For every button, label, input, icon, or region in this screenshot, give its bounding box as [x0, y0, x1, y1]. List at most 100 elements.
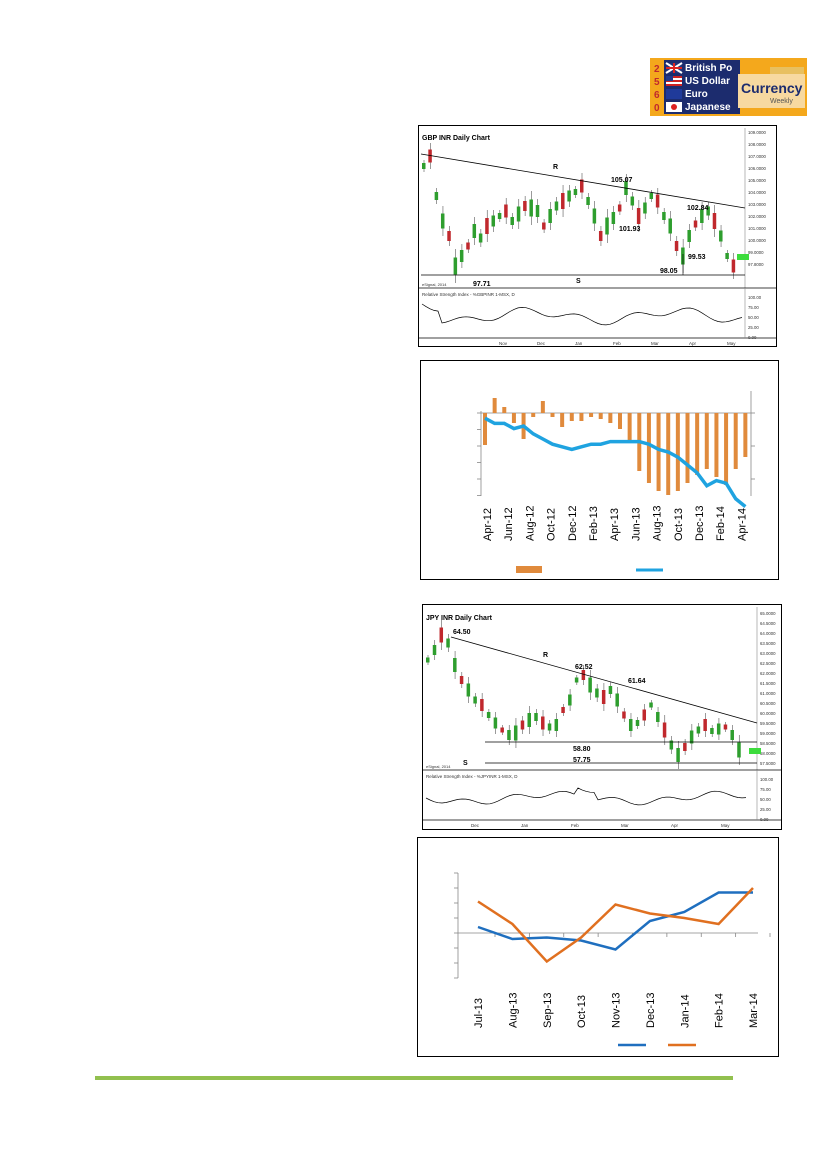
jpy-source: eSignal, 2014: [426, 764, 451, 769]
jpy-price-tick: 61.0000: [760, 691, 776, 696]
jpy-rsi-tick: 50.00: [760, 797, 771, 802]
footer-rule: [95, 1076, 733, 1080]
jpy-candle: [642, 709, 647, 721]
logo-digit: 6: [654, 90, 660, 101]
gbp-candle: [535, 205, 540, 217]
gbp-month-label: Apr: [689, 341, 697, 346]
bar: [646, 413, 651, 483]
line-x-label: Sep-13: [542, 993, 554, 1028]
bar: [733, 413, 738, 469]
jpy-month-label: Feb: [571, 823, 579, 828]
line-x-label: Jan-14: [679, 994, 691, 1028]
gbp-candle: [529, 199, 533, 217]
gbp-month-label: May: [727, 341, 736, 346]
bar-line-chart: Apr-12 Jun-12 Aug-12 Oct-12 Dec-12 Feb-13 Apr-…: [420, 360, 779, 580]
jpy-candle: [554, 719, 559, 731]
gbp-candle: [453, 257, 458, 275]
gbp-candle: [649, 193, 654, 199]
jpy-candle: [520, 720, 525, 730]
logo-row: US Dollar: [685, 76, 730, 87]
logo-sub: Weekly: [770, 98, 793, 105]
bar-x-label: Dec-13: [694, 506, 706, 541]
jpy-inr-chart: 65.0000 64.5000 64.0000 63.5000 63.0000 62.50…: [422, 604, 782, 830]
jpy-month-label: May: [721, 823, 730, 828]
gbp-candle: [561, 193, 565, 209]
gbp-title: GBP INR Daily Chart: [422, 135, 491, 142]
jpy-candle: [628, 719, 633, 731]
jpy-candle: [459, 676, 464, 684]
bar: [627, 413, 632, 441]
gbp-rsi-label: Relative Strength Index - %GBPINR 1-MSX,…: [422, 292, 516, 297]
bar-x-label: Apr-12: [482, 508, 494, 541]
bar: [675, 413, 680, 491]
jpy-candle: [696, 726, 701, 734]
bar: [483, 413, 487, 445]
gbp-candle: [542, 222, 546, 230]
bar: [540, 401, 545, 413]
jpy-candle: [737, 742, 741, 758]
gbp-candle: [643, 202, 647, 214]
gbp-month-label: Feb: [613, 341, 621, 346]
gbp-annot: 102.84: [687, 205, 709, 212]
gbp-annot: 105.07: [611, 177, 633, 184]
gbp-candle: [497, 213, 502, 219]
gbp-price-tick: 97.8000: [748, 262, 764, 267]
jpy-annot: 62.52: [575, 664, 593, 671]
jpy-title: JPY INR Daily Chart: [426, 615, 493, 622]
jpy-price-tick: 63.0000: [760, 651, 776, 656]
gbp-chart-svg: 109.0000 108.0000 107.0000 106.0000 105.0000…: [419, 126, 776, 346]
jpy-annot: 58.80: [573, 746, 591, 753]
jpy-price-tick: 61.5000: [760, 681, 776, 686]
gbp-candle: [434, 192, 439, 200]
line-x-label: Nov-13: [611, 993, 623, 1028]
jpy-candle: [656, 712, 660, 722]
jpy-candle: [527, 713, 531, 727]
jpy-candle: [574, 677, 579, 683]
jpy-price-tick: 63.5000: [760, 641, 776, 646]
gbp-candle: [687, 230, 691, 242]
gbp-price-tick: 103.0000: [748, 202, 767, 207]
jpy-candle: [588, 677, 592, 693]
gbp-candle: [706, 206, 710, 216]
gbp-candle: [630, 196, 635, 206]
gbp-price-tick: 101.0000: [748, 226, 767, 231]
logo-row: Japanese: [685, 102, 731, 113]
gbp-candle: [725, 253, 729, 259]
bar: [704, 413, 709, 469]
jpy-candle: [669, 740, 674, 750]
gbp-candle: [636, 208, 641, 224]
bar-x-label: Feb-14: [715, 506, 727, 541]
gbp-candle: [440, 213, 445, 229]
gbp-candle: [523, 201, 527, 211]
line-x-label: Feb-14: [714, 993, 726, 1028]
bar: [695, 413, 700, 475]
gbp-candle: [422, 163, 426, 169]
jpy-price-tick: 62.5000: [760, 661, 776, 666]
jpy-candle: [635, 720, 640, 726]
jpy-candle: [541, 716, 545, 730]
gbp-month-label: Nov: [499, 341, 508, 346]
jpy-candle: [703, 719, 707, 731]
jpy-price-tick: 58.5000: [760, 741, 776, 746]
jpy-candle: [683, 743, 687, 751]
two-series-line-chart: Jul-13 Aug-13 Sep-13 Oct-13 Nov-13 Dec-13 Jan-…: [417, 837, 779, 1057]
gbp-month-label: Mar: [651, 341, 659, 346]
gbp-candle: [567, 190, 571, 202]
bar-x-label: Jun-12: [503, 507, 515, 541]
gbp-rsi-tick: 0.00: [748, 335, 757, 340]
jpy-s-label: S: [463, 760, 468, 767]
bar: [714, 413, 719, 477]
jpy-month-label: Mar: [621, 823, 629, 828]
logo-digit: 0: [654, 103, 660, 114]
gbp-candle: [573, 189, 578, 195]
gbp-candle: [459, 250, 464, 262]
logo-brand: Currency: [741, 80, 803, 96]
line-x-label: Oct-13: [576, 995, 588, 1028]
gbp-candle: [712, 213, 717, 229]
bar-x-label: Aug-13: [652, 506, 664, 541]
jpy-candle: [513, 725, 518, 741]
line-chart-svg: Jul-13 Aug-13 Sep-13 Oct-13 Nov-13 Dec-13 Jan-…: [454, 872, 771, 1047]
bar: [618, 413, 622, 429]
gbp-candle: [466, 242, 470, 250]
jpy-price-tick: 64.5000: [760, 621, 776, 626]
